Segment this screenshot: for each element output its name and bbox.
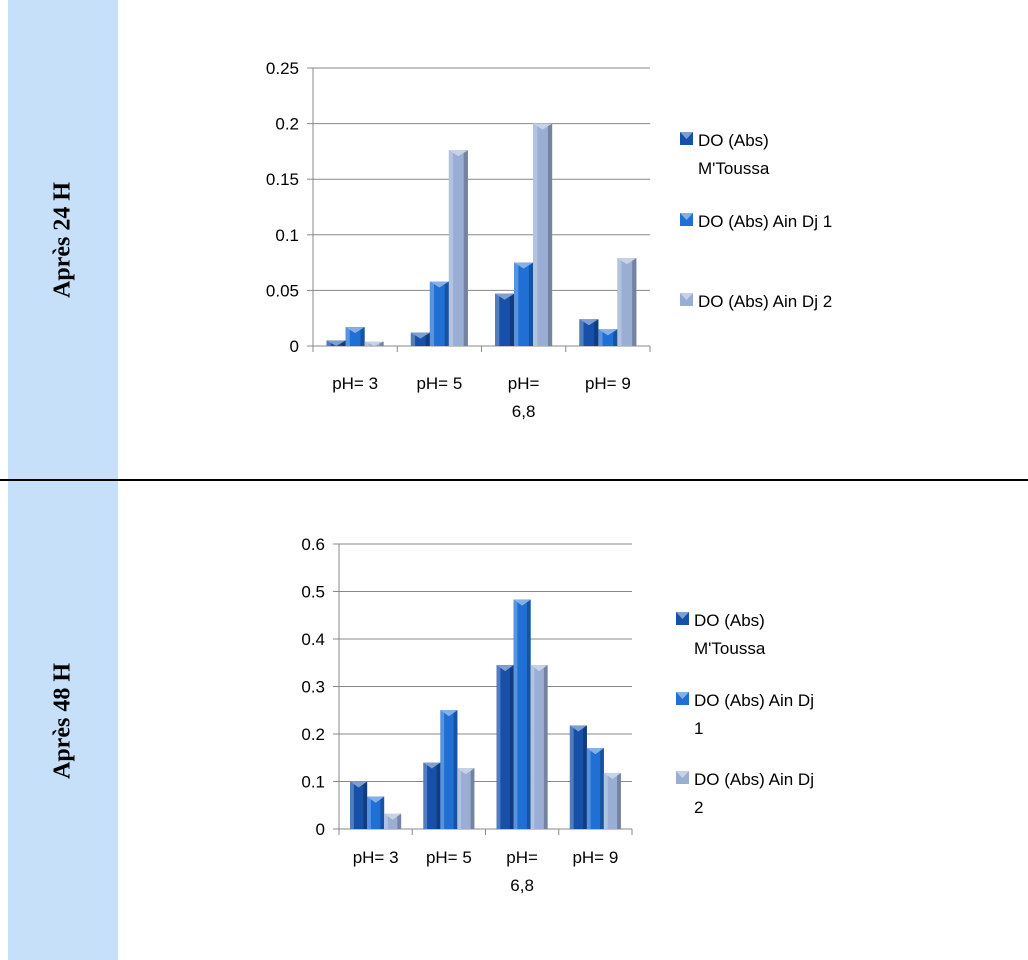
legend-label: DO (Abs) Ain Dj [694, 691, 814, 710]
bar [326, 340, 346, 346]
panel-label-bar: Après 24 H [8, 0, 118, 480]
bar [603, 772, 621, 829]
x-tick-label: pH= 5 [426, 848, 472, 867]
bar [440, 710, 458, 829]
x-tick-label: pH= 5 [416, 374, 462, 393]
bar [513, 599, 531, 829]
legend-label: DO (Abs) Ain Dj 2 [698, 292, 832, 311]
legend-swatch [676, 771, 689, 784]
bar [350, 781, 368, 829]
y-tick-label: 0.2 [275, 115, 299, 134]
panel-48h: Après 48 H 0 0.1 0.2 0.3 0.4 0.5 0.6 pH= 3 pH= 5… [0, 481, 1028, 960]
bar [495, 293, 515, 346]
y-tick-label: 0.15 [266, 170, 299, 189]
x-tick-label: pH= 9 [572, 848, 618, 867]
y-tick-label: 0.2 [301, 725, 325, 744]
panel-label-bar: Après 48 H [8, 481, 118, 960]
legend-label: DO (Abs) Ain Dj [694, 770, 814, 789]
x-tick-label: pH= 9 [585, 374, 631, 393]
y-tick-label: 0 [290, 337, 299, 356]
y-tick-label: 0.1 [275, 226, 299, 245]
x-tick-label: pH= 3 [332, 374, 378, 393]
bar [569, 725, 587, 829]
y-tick-label: 0.05 [266, 281, 299, 300]
legend-swatch [680, 213, 693, 226]
legend-label: DO (Abs) [698, 131, 769, 150]
y-tick-label: 0.25 [266, 59, 299, 78]
bar [579, 319, 599, 346]
bar [530, 665, 548, 829]
bar [367, 796, 385, 829]
bar-chart-24h: 0 0.05 0.1 0.15 0.2 0.25 pH= 3 pH= 5 pH= 6,8 pH= 9… [266, 59, 832, 421]
legend-swatch [680, 293, 693, 306]
bar [364, 341, 384, 346]
bar [423, 762, 441, 829]
bar-chart-48h: 0 0.1 0.2 0.3 0.4 0.5 0.6 pH= 3 pH= 5 pH= 6,8 pH= 9… [301, 535, 814, 895]
bar [457, 768, 475, 829]
legend-label: 1 [694, 719, 703, 738]
legend-label: M'Toussa [694, 639, 766, 658]
legend-label: DO (Abs) [694, 611, 765, 630]
x-tick-label: pH= [508, 374, 540, 393]
bar [429, 281, 449, 346]
legend-swatch [676, 692, 689, 705]
y-tick-label: 0.6 [301, 535, 325, 554]
x-tick-label: pH= 3 [353, 848, 399, 867]
y-tick-label: 0.3 [301, 678, 325, 697]
bar [345, 327, 365, 346]
legend-swatch [680, 132, 693, 145]
y-tick-label: 0.4 [301, 630, 325, 649]
bar [384, 813, 402, 829]
bar [514, 262, 534, 346]
legend-label: 2 [694, 798, 703, 817]
x-tick-label: pH= [506, 848, 538, 867]
legend-label: M'Toussa [698, 159, 770, 178]
bar [586, 748, 604, 829]
legend-label: DO (Abs) Ain Dj 1 [698, 212, 832, 231]
bar [410, 332, 430, 346]
x-tick-label: 6,8 [510, 876, 534, 895]
row-divider [0, 479, 1028, 481]
bar [598, 329, 618, 346]
y-tick-label: 0.5 [301, 583, 325, 602]
bar [448, 150, 468, 346]
bar [533, 123, 553, 346]
legend-swatch [676, 612, 689, 625]
bar [496, 665, 514, 829]
x-tick-label: 6,8 [512, 402, 536, 421]
y-tick-label: 0.1 [301, 773, 325, 792]
panel-24h: Après 24 H 0 0.05 0.1 0.15 0.2 0.25 pH= 3 pH= 5… [8, 0, 832, 480]
bar [617, 258, 637, 346]
y-tick-label: 0 [316, 820, 325, 839]
